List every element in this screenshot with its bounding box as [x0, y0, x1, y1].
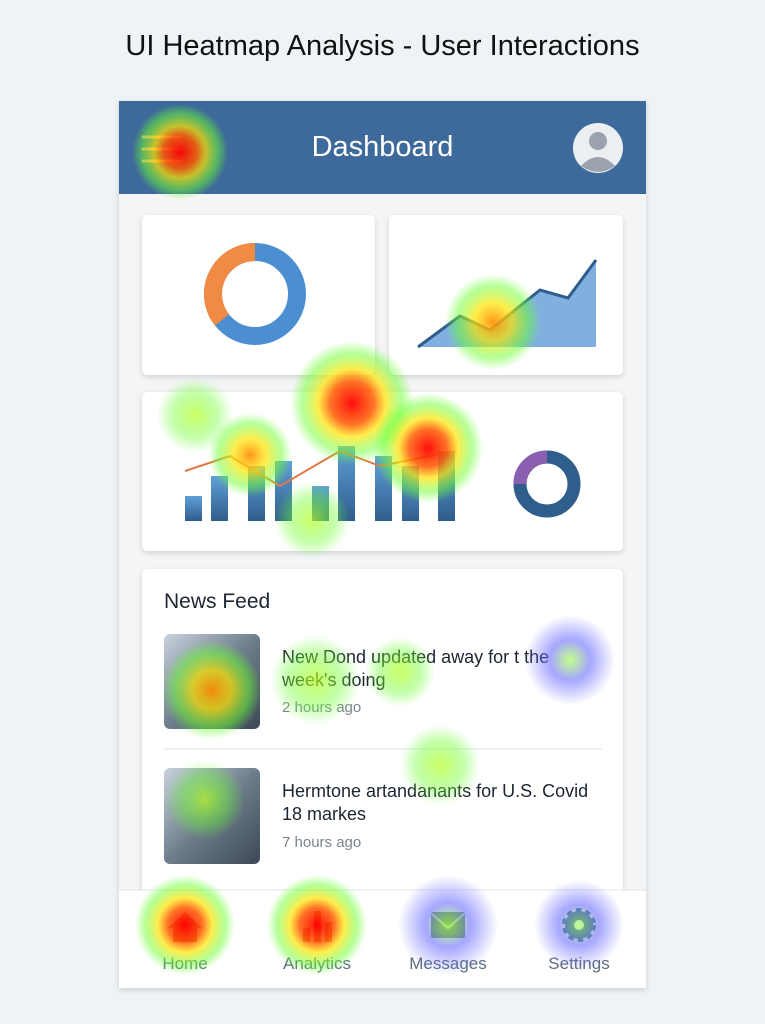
- nav-label[interactable]: Analytics: [282, 954, 352, 973]
- news-card: [142, 569, 623, 899]
- header-title: Dashboard: [311, 131, 454, 163]
- messages-icon[interactable]: [430, 912, 466, 938]
- donut-segment: [513, 450, 548, 485]
- page-title: UI Heatmap Analysis - User Interactions: [125, 30, 640, 62]
- news-thumbnail: [164, 634, 260, 729]
- donut-segment: [204, 243, 256, 326]
- nav-label[interactable]: Home: [162, 954, 208, 973]
- news-headline[interactable]: New Dond updated away for t the week's d…: [282, 647, 550, 690]
- avatar[interactable]: [573, 123, 623, 173]
- news-thumbnail: [164, 768, 260, 864]
- news-time: 7 hours ago: [282, 834, 362, 851]
- settings-icon[interactable]: [562, 908, 596, 942]
- nav-label[interactable]: Settings: [548, 954, 610, 973]
- card: [142, 215, 375, 375]
- news-feed-title: News Feed: [164, 590, 271, 613]
- nav-label[interactable]: Messages: [409, 954, 487, 973]
- news-headline[interactable]: Hermtone artandanants for U.S. Covid 18 …: [282, 781, 589, 824]
- news-time: 2 hours ago: [282, 699, 362, 716]
